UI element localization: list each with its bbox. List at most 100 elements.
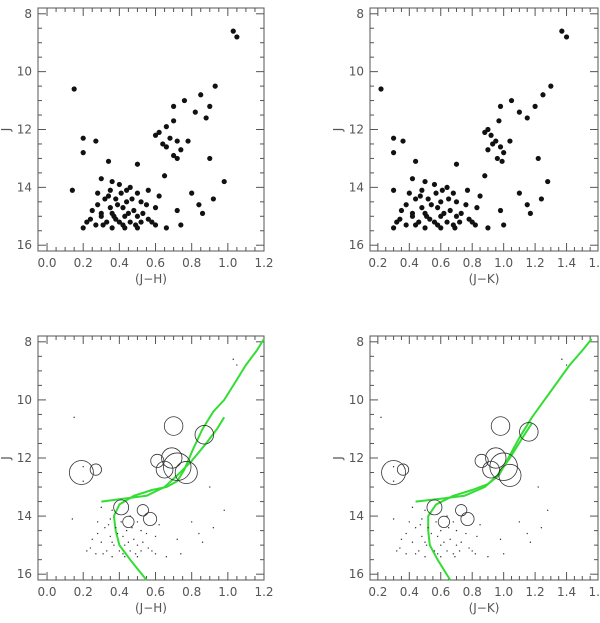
isochrone-branch-line xyxy=(101,416,226,503)
data-point xyxy=(390,187,397,193)
data-point xyxy=(107,205,113,211)
data-point xyxy=(463,202,469,208)
data-point xyxy=(400,538,403,541)
data-point xyxy=(427,527,429,529)
data-point xyxy=(109,210,115,216)
data-point xyxy=(516,190,522,196)
data-point xyxy=(120,521,122,523)
data-point xyxy=(394,219,400,225)
y-tick-label: 16 xyxy=(349,567,364,581)
open-circle xyxy=(163,452,192,481)
x-tick-label: 0.6 xyxy=(431,256,450,270)
x-tick-label: 0.4 xyxy=(110,256,129,270)
x-tick-label: 0.2 xyxy=(368,585,387,599)
isochrone-line xyxy=(112,338,265,581)
data-point xyxy=(516,109,522,115)
x-axis-title: (J−K) xyxy=(469,601,500,615)
data-point xyxy=(469,219,475,225)
data-point xyxy=(444,219,450,225)
x-tick-label: 0.2 xyxy=(74,256,93,270)
data-point xyxy=(98,176,104,182)
y-tick-label: 12 xyxy=(349,123,364,137)
open-circle xyxy=(122,515,135,529)
data-point xyxy=(468,547,470,549)
data-point xyxy=(411,541,414,543)
data-point xyxy=(134,190,141,196)
data-point xyxy=(438,199,444,205)
data-point xyxy=(165,556,168,558)
data-point xyxy=(497,207,504,214)
data-point xyxy=(390,150,397,156)
data-point xyxy=(413,222,419,228)
x-tick-label: 1.2 xyxy=(254,256,273,270)
data-point xyxy=(138,199,144,205)
chart-panel-top-left: 0.0 0.2 0.4 0.6 0.8 1.0 1.2 8 10 12 14 16 (J−H) J xyxy=(0,7,274,286)
data-point xyxy=(104,219,110,225)
data-point xyxy=(122,553,124,555)
y-tick-label: 14 xyxy=(349,180,364,194)
x-tick-label: 0.8 xyxy=(463,585,482,599)
data-point xyxy=(106,550,108,552)
data-point xyxy=(409,176,416,182)
data-point xyxy=(102,553,104,555)
data-point xyxy=(189,190,195,196)
data-point xyxy=(113,544,115,546)
plot-frame xyxy=(37,7,265,252)
data-point xyxy=(390,225,397,231)
data-point xyxy=(436,553,439,555)
chart-panel-bottom-left: 0.0 0.2 0.4 0.6 0.8 1.0 1.2 8 10 12 14 16 (J−H) J xyxy=(0,335,274,615)
open-circle xyxy=(136,504,149,517)
data-point xyxy=(232,358,234,360)
data-point xyxy=(540,92,546,98)
data-point xyxy=(143,202,150,208)
data-point xyxy=(421,518,423,520)
y-tick-label: 8 xyxy=(356,7,364,21)
data-point xyxy=(124,556,126,558)
x-tick-label: 1.2 xyxy=(526,585,545,599)
data-point xyxy=(125,529,128,532)
data-point xyxy=(152,222,159,228)
data-point xyxy=(425,544,428,546)
x-tick-label: 0.6 xyxy=(431,585,450,599)
data-point xyxy=(221,178,227,185)
data-point xyxy=(176,538,178,541)
data-point xyxy=(535,155,541,162)
data-point xyxy=(418,550,420,552)
data-point xyxy=(124,544,126,546)
data-point xyxy=(392,480,395,482)
data-point xyxy=(396,550,398,552)
data-point xyxy=(100,222,106,228)
data-point xyxy=(428,202,434,208)
data-point xyxy=(440,544,442,546)
data-point xyxy=(453,213,460,219)
data-point xyxy=(419,205,425,211)
data-point xyxy=(152,205,159,211)
data-point xyxy=(71,518,74,520)
data-point xyxy=(540,527,543,529)
y-tick-label: 12 xyxy=(349,451,364,465)
data-point xyxy=(559,28,565,34)
data-point xyxy=(440,529,442,532)
data-point xyxy=(545,178,551,185)
data-point xyxy=(109,225,115,231)
data-point xyxy=(82,480,84,482)
data-point xyxy=(102,196,108,202)
data-point xyxy=(398,207,405,214)
data-point xyxy=(454,556,456,558)
data-point xyxy=(129,550,131,552)
data-point xyxy=(450,190,456,196)
data-point xyxy=(178,222,184,228)
y-tick-label: 10 xyxy=(349,393,364,407)
data-point xyxy=(508,97,515,104)
open-circle xyxy=(68,460,94,485)
data-point xyxy=(136,544,139,546)
data-point xyxy=(91,538,93,541)
data-point xyxy=(452,553,455,555)
data-point xyxy=(171,103,177,109)
open-circle xyxy=(174,461,198,485)
data-point xyxy=(494,155,500,162)
data-point xyxy=(209,486,211,488)
y-tick-label: 10 xyxy=(17,65,32,79)
data-point xyxy=(497,103,504,109)
